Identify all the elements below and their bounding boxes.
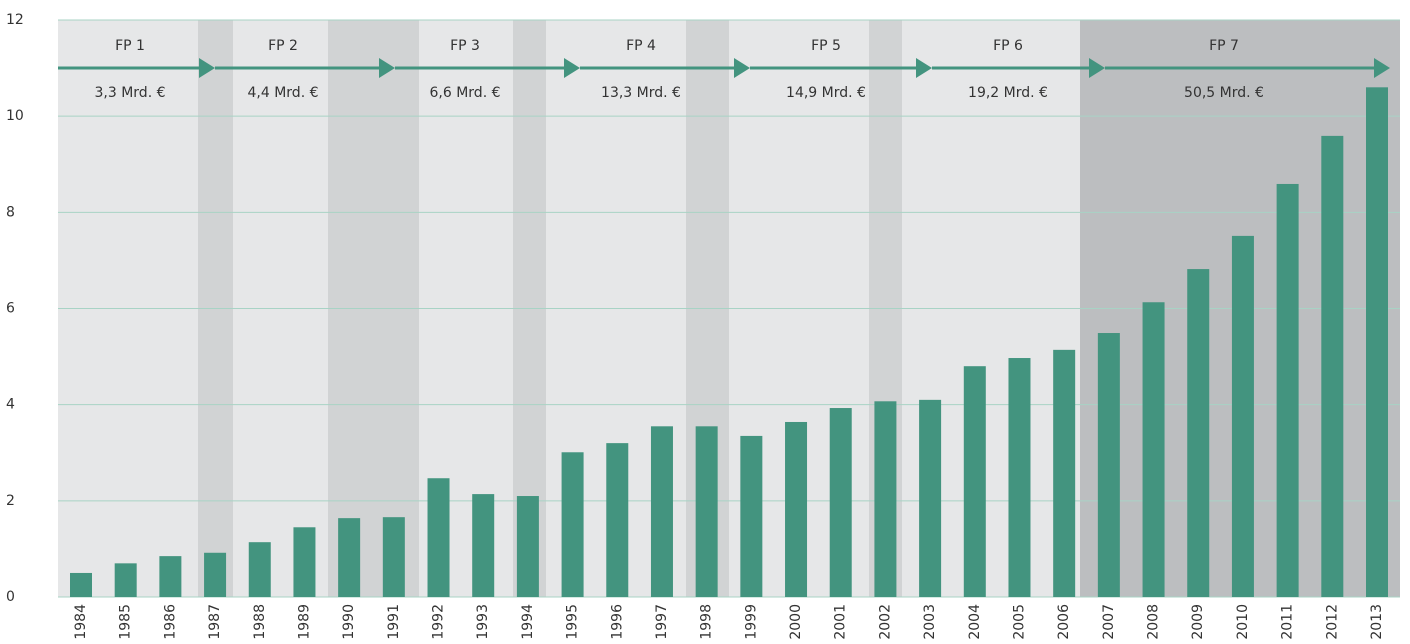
bar [249,542,271,597]
x-tick-label: 1997 [654,604,670,640]
x-tick-label: 2003 [922,604,938,640]
chart: 0 2 4 6 8 10 12 FP 1 3,3 Mrd. € FP 2 4,4 Mrd. € FP … [0,0,1410,644]
y-tick-label: 8 [6,204,15,220]
bar [785,422,807,597]
x-tick-label: 2002 [877,604,893,640]
x-tick-label: 2008 [1146,604,1162,640]
bar [1187,269,1209,597]
bar [472,494,494,597]
bar [1366,87,1388,597]
bar [919,400,941,597]
bar [562,452,584,597]
programme-name: FP 4 [626,38,656,54]
x-tick-label: 1994 [520,604,536,640]
x-tick-label: 2001 [833,604,849,640]
y-tick-label: 4 [6,397,15,413]
programme-budget: 6,6 Mrd. € [430,85,501,101]
programme-name: FP 1 [115,38,145,54]
bar [1098,333,1120,597]
bar [696,426,718,597]
x-tick-label: 1984 [73,604,89,640]
bar [159,556,181,597]
x-tick-label: 2010 [1235,604,1251,640]
bar [1008,358,1030,597]
x-tick-label: 1998 [699,604,715,640]
x-tick-label: 2006 [1056,604,1072,640]
bar [293,527,315,597]
bar [1232,236,1254,597]
programme-budget: 13,3 Mrd. € [601,85,681,101]
programme-name: FP 2 [268,38,298,54]
x-tick-label: 2012 [1324,604,1340,640]
bar [964,366,986,597]
programme-name: FP 7 [1209,38,1239,54]
x-tick-label: 2005 [1011,604,1027,640]
x-tick-label: 2011 [1280,604,1296,640]
bar [1053,350,1075,597]
x-tick-label: 2000 [788,604,804,640]
bar [874,401,896,597]
x-tick-label: 1991 [386,604,402,640]
bar [115,563,137,597]
y-tick-label: 0 [6,589,15,605]
bar [517,496,539,597]
y-tick-label: 12 [6,12,24,28]
bar [830,408,852,597]
y-tick-label: 6 [6,301,15,317]
x-tick-label: 1985 [118,604,134,640]
bar [383,517,405,597]
bar [1143,302,1165,597]
x-tick-label: 2004 [967,604,983,640]
x-tick-label: 1987 [207,604,223,640]
x-tick-label: 1989 [296,604,312,640]
programme-budget: 3,3 Mrd. € [95,85,166,101]
bar [70,573,92,597]
x-tick-label: 1993 [475,604,491,640]
y-tick-label: 2 [6,493,15,509]
programme-name: FP 3 [450,38,480,54]
bar [1277,184,1299,597]
programme-budget: 50,5 Mrd. € [1184,85,1264,101]
programme-budget: 19,2 Mrd. € [968,85,1048,101]
bar [338,518,360,597]
bar [428,478,450,597]
bar [740,436,762,597]
x-tick-label: 1995 [565,604,581,640]
bar [651,426,673,597]
x-tick-label: 2007 [1101,604,1117,640]
x-tick-label: 2009 [1190,604,1206,640]
x-tick-label: 2013 [1369,604,1385,640]
programme-budget: 4,4 Mrd. € [248,85,319,101]
programme-budget: 14,9 Mrd. € [786,85,866,101]
bar [606,443,628,597]
programme-name: FP 5 [811,38,841,54]
x-tick-label: 1999 [743,604,759,640]
bar [204,553,226,597]
x-tick-label: 1992 [431,604,447,640]
x-tick-label: 1996 [609,604,625,640]
y-tick-label: 10 [6,108,24,124]
x-tick-label: 1990 [341,604,357,640]
x-tick-label: 1986 [162,604,178,640]
x-tick-label: 1988 [252,604,268,640]
bar [1321,136,1343,597]
programme-name: FP 6 [993,38,1023,54]
